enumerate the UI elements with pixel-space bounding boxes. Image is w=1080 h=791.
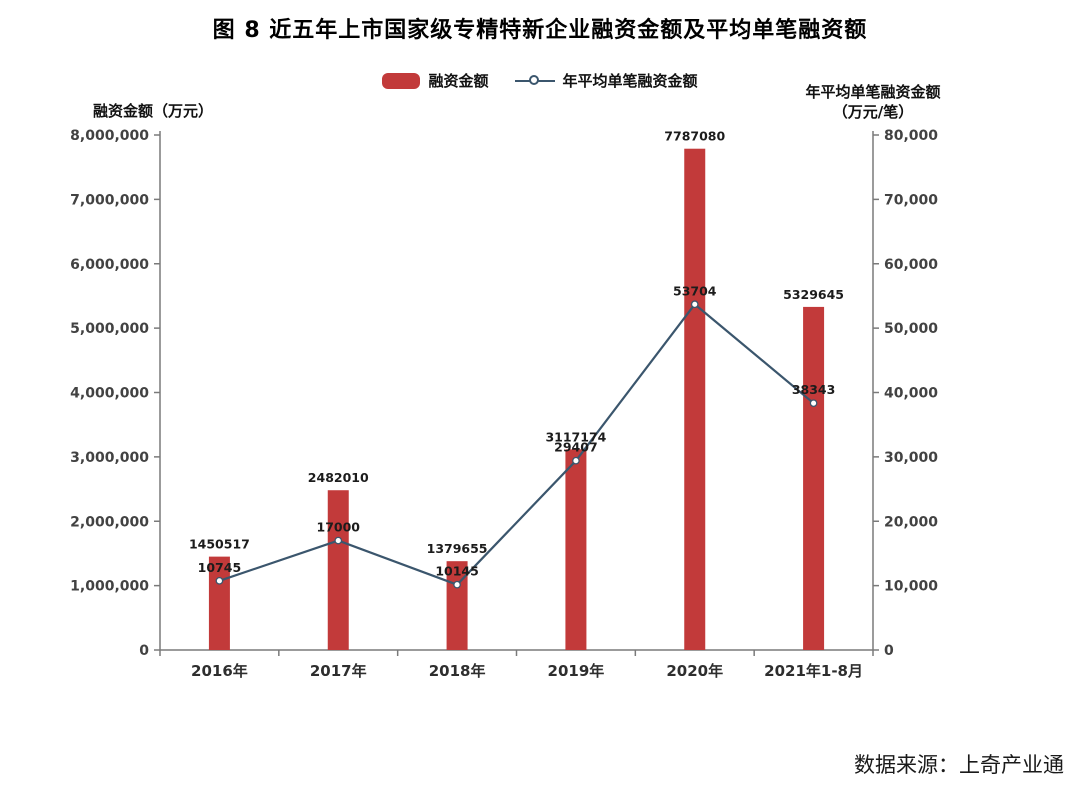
svg-text:80,000: 80,000 (884, 128, 938, 144)
svg-text:4,000,000: 4,000,000 (70, 386, 149, 402)
svg-text:29407: 29407 (554, 440, 598, 455)
svg-text:17000: 17000 (317, 520, 361, 535)
legend-item-line-series[interactable]: 年平均单笔融资金额 (514, 70, 698, 91)
svg-text:2021年1-8月: 2021年1-8月 (764, 662, 863, 680)
svg-text:7,000,000: 7,000,000 (70, 192, 149, 208)
svg-text:2020年: 2020年 (666, 662, 723, 680)
legend-item-bar-series[interactable]: 融资金额 (382, 70, 489, 91)
svg-text:6,000,000: 6,000,000 (70, 257, 149, 273)
right-axis-title-line2: （万元/笔） (832, 103, 914, 121)
svg-text:20,000: 20,000 (884, 514, 938, 530)
right-axis-title-line1: 年平均单笔融资金额 (805, 83, 941, 101)
legend: 融资金额 年平均单笔融资金额 (0, 70, 1080, 91)
svg-text:40,000: 40,000 (884, 386, 938, 402)
legend-bar-label: 融资金额 (428, 72, 489, 90)
svg-text:0: 0 (139, 643, 149, 659)
svg-text:1,000,000: 1,000,000 (70, 579, 149, 595)
svg-text:1379655: 1379655 (427, 541, 488, 556)
data-source: 数据来源：上奇产业通 (854, 753, 1064, 777)
svg-text:5329645: 5329645 (783, 287, 844, 302)
svg-text:10745: 10745 (198, 560, 242, 575)
svg-text:53704: 53704 (673, 283, 717, 298)
svg-text:70,000: 70,000 (884, 192, 938, 208)
svg-text:30,000: 30,000 (884, 450, 938, 466)
line-series-marker-icon (514, 73, 555, 89)
svg-text:2482010: 2482010 (308, 470, 369, 485)
svg-text:38343: 38343 (792, 382, 836, 397)
right-axis-title: 年平均单笔融资金额 （万元/笔） (763, 82, 983, 122)
svg-text:10,000: 10,000 (884, 579, 938, 595)
svg-text:3117174: 3117174 (545, 429, 606, 444)
svg-text:10145: 10145 (435, 564, 479, 579)
svg-text:2016年: 2016年 (191, 662, 248, 680)
chart-title: 图 8 近五年上市国家级专精特新企业融资金额及平均单笔融资额 (212, 18, 868, 43)
svg-text:7787080: 7787080 (664, 129, 725, 144)
svg-text:1450517: 1450517 (189, 537, 250, 552)
svg-text:2,000,000: 2,000,000 (70, 514, 149, 530)
svg-text:2017年: 2017年 (310, 662, 367, 680)
legend-line-label: 年平均单笔融资金额 (562, 72, 698, 90)
svg-text:3,000,000: 3,000,000 (70, 450, 149, 466)
svg-text:5,000,000: 5,000,000 (70, 321, 149, 337)
svg-text:60,000: 60,000 (884, 257, 938, 273)
svg-text:8,000,000: 8,000,000 (70, 128, 149, 144)
svg-text:50,000: 50,000 (884, 321, 938, 337)
svg-text:2019年: 2019年 (548, 662, 605, 680)
left-axis-title: 融资金额（万元） (93, 102, 214, 120)
svg-text:2018年: 2018年 (429, 662, 486, 680)
svg-text:0: 0 (884, 643, 894, 659)
bar-series-swatch (382, 72, 421, 89)
